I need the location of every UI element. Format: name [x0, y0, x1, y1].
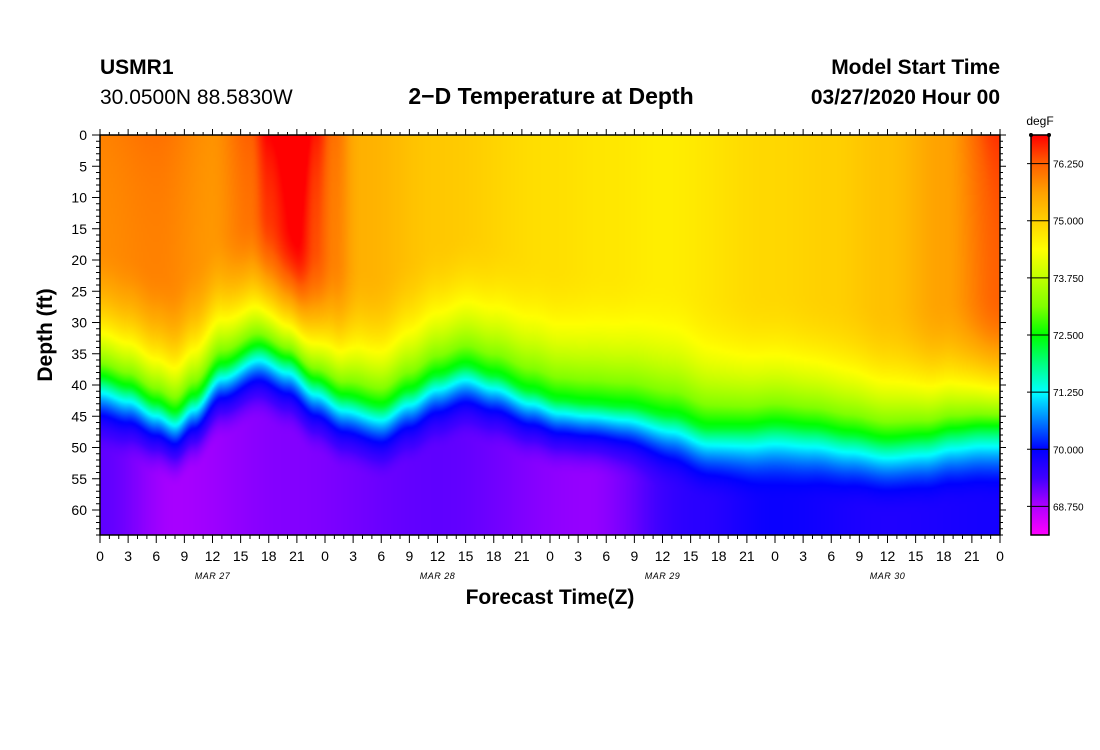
y-tick-label: 0 — [79, 127, 87, 143]
colorbar: degF 76.250 75.000 73.750 72.500 71.250 70.000… — [1026, 114, 1084, 536]
x-tick-label: 12 — [430, 548, 446, 564]
colorbar-unit: degF — [1026, 114, 1053, 128]
x-tick-label: 0 — [96, 548, 104, 564]
x-tick-label: 3 — [124, 548, 132, 564]
x-tick-label: 15 — [683, 548, 699, 564]
colorbar-corner — [1029, 133, 1033, 137]
x-day-label: MAR 30 — [870, 571, 906, 581]
x-tick-label: 9 — [630, 548, 638, 564]
model-start-label: Model Start Time — [831, 56, 1000, 79]
x-tick-label: 6 — [152, 548, 160, 564]
x-axis-label: Forecast Time(Z) — [466, 586, 635, 609]
chart-title: 2−D Temperature at Depth — [408, 83, 694, 109]
x-tick-label: 9 — [405, 548, 413, 564]
x-tick-label: 9 — [180, 548, 188, 564]
y-tick-label: 20 — [71, 252, 87, 268]
y-tick-label: 40 — [71, 377, 87, 393]
y-tick-label: 10 — [71, 190, 87, 206]
y-tick-label: 5 — [79, 158, 87, 174]
x-tick-label: 12 — [655, 548, 671, 564]
x-tick-label: 0 — [321, 548, 329, 564]
x-axis: 0 3 6 9 12 15 18 21 0 3 6 9 12 15 18 21 0 3 6 9 12 15 18 21 0 3 6 9… — [96, 129, 1004, 581]
x-tick-label: 21 — [739, 548, 755, 564]
heatmap-field — [100, 135, 1000, 535]
x-tick-label: 6 — [377, 548, 385, 564]
y-tick-label: 45 — [71, 408, 87, 424]
x-tick-label: 21 — [289, 548, 305, 564]
y-tick-label: 25 — [71, 283, 87, 299]
x-tick-label: 3 — [799, 548, 807, 564]
y-tick-label: 55 — [71, 471, 87, 487]
colorbar-tick-label: 68.750 — [1053, 502, 1084, 513]
y-tick-label: 30 — [71, 315, 87, 331]
colorbar-corner — [1047, 133, 1051, 137]
x-tick-label: 6 — [602, 548, 610, 564]
y-tick-label: 15 — [71, 221, 87, 237]
x-tick-label: 18 — [486, 548, 502, 564]
x-tick-label: 12 — [205, 548, 221, 564]
y-tick-label: 60 — [71, 502, 87, 518]
station-coordinates: 30.0500N 88.5830W — [100, 86, 293, 109]
x-tick-label: 6 — [827, 548, 835, 564]
x-tick-label: 9 — [855, 548, 863, 564]
x-tick-label: 0 — [996, 548, 1004, 564]
x-tick-label: 21 — [964, 548, 980, 564]
x-tick-label: 3 — [574, 548, 582, 564]
x-tick-label: 15 — [233, 548, 249, 564]
x-day-label: MAR 28 — [420, 571, 456, 581]
y-axis-label: Depth (ft) — [34, 288, 57, 381]
x-tick-label: 15 — [458, 548, 474, 564]
colorbar-tick-label: 72.500 — [1053, 331, 1084, 342]
model-start-value: 03/27/2020 Hour 00 — [810, 86, 1000, 109]
x-tick-label: 21 — [514, 548, 530, 564]
x-tick-label: 3 — [349, 548, 357, 564]
x-tick-label: 12 — [880, 548, 896, 564]
x-day-label: MAR 27 — [195, 571, 231, 581]
station-id: USMR1 — [100, 56, 174, 79]
x-tick-label: 15 — [908, 548, 924, 564]
x-tick-label: 18 — [711, 548, 727, 564]
y-tick-label: 50 — [71, 440, 87, 456]
x-tick-label: 0 — [546, 548, 554, 564]
colorbar-tick-label: 73.750 — [1053, 274, 1084, 285]
colorbar-tick-label: 75.000 — [1053, 217, 1084, 228]
x-day-label: MAR 29 — [645, 571, 681, 581]
x-tick-label: 18 — [261, 548, 277, 564]
x-tick-label: 18 — [936, 548, 952, 564]
y-axis: 0 5 10 15 20 25 30 35 40 45 50 55 60 — [71, 127, 1006, 536]
x-tick-label: 0 — [771, 548, 779, 564]
y-tick-label: 35 — [71, 346, 87, 362]
colorbar-tick-label: 71.250 — [1053, 388, 1084, 399]
colorbar-tick-label: 76.250 — [1053, 160, 1084, 171]
colorbar-tick-label: 70.000 — [1053, 445, 1084, 456]
